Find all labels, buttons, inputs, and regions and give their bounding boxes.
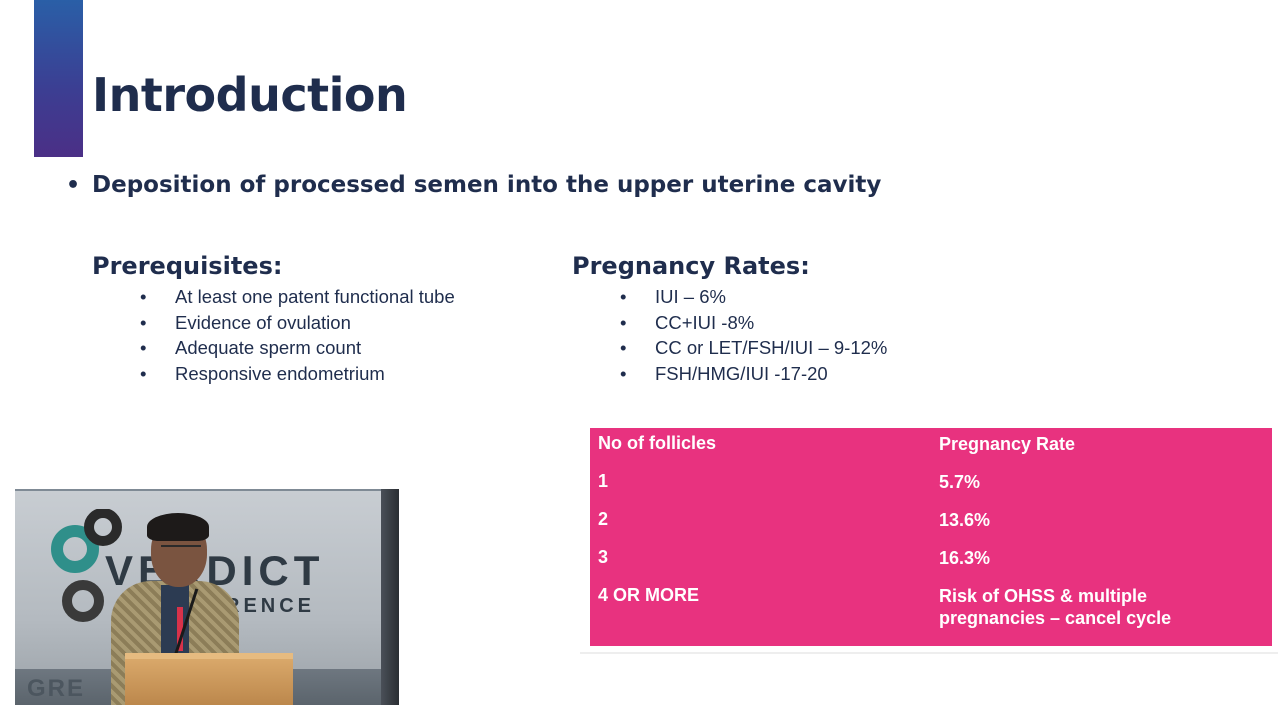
slide-title: Introduction xyxy=(92,68,408,122)
table-cell: 5.7% xyxy=(939,472,981,492)
conference-logo-icon xyxy=(51,509,122,622)
table-shadow xyxy=(580,652,1278,654)
list-item: • FSH/HMG/IUI -17-20 xyxy=(620,362,828,384)
table-cell: 16.3% xyxy=(939,548,991,568)
speaker-video-inset[interactable]: VERDICT CONFERENCE GRE xyxy=(15,489,399,705)
banner-edge xyxy=(381,489,399,705)
title-accent-bar xyxy=(34,0,83,157)
banner-bottom-text: GRE xyxy=(27,675,86,702)
bullet-glyph: • xyxy=(66,173,81,198)
pregnancy-rates-heading: Pregnancy Rates: xyxy=(572,252,810,280)
prerequisites-section: Prerequisites: • At least one patent func… xyxy=(92,252,455,386)
prerequisites-heading: Prerequisites: xyxy=(92,252,283,280)
list-item: • IUI – 6% xyxy=(620,286,726,307)
list-item: • Evidence of ovulation xyxy=(140,311,351,333)
follicle-rate-table: No of follicles Pregnancy Rate 1 5.7% 2 … xyxy=(590,428,1272,646)
table-cell: Risk of OHSS & multiple pregnancies – ca… xyxy=(939,586,1172,628)
pregnancy-rates-section: Pregnancy Rates: • IUI – 6% • CC+IUI -8% •… xyxy=(572,252,887,386)
pregnancy-rates-list: • IUI – 6% • CC+IUI -8% • CC or LET/FSH/IUI… xyxy=(572,284,887,386)
table-cell: 2 xyxy=(598,509,609,529)
glasses-icon xyxy=(161,545,201,555)
main-bullet-text: Deposition of processed semen into the u… xyxy=(92,172,882,198)
podium xyxy=(125,653,293,705)
table-cell: 4 OR MORE xyxy=(598,585,700,605)
table-cell: 3 xyxy=(598,547,609,567)
speaker-hair xyxy=(147,513,209,541)
main-bullet: • Deposition of processed semen into the… xyxy=(66,172,881,198)
table-cell: 1 xyxy=(598,471,609,491)
list-item: • CC or LET/FSH/IUI – 9-12% xyxy=(620,337,888,358)
prerequisites-list: • At least one patent functional tube • Ev… xyxy=(92,284,455,386)
table-header-cell: Pregnancy Rate xyxy=(939,434,1076,454)
list-item: • At least one patent functional tube xyxy=(140,286,455,307)
table-header-cell: No of follicles xyxy=(598,433,717,453)
table-cell: 13.6% xyxy=(939,510,991,530)
list-item: • Responsive endometrium xyxy=(140,362,385,384)
list-item: • Adequate sperm count xyxy=(140,337,362,358)
speaker-lanyard xyxy=(177,607,183,651)
list-item: • CC+IUI -8% xyxy=(620,311,755,333)
